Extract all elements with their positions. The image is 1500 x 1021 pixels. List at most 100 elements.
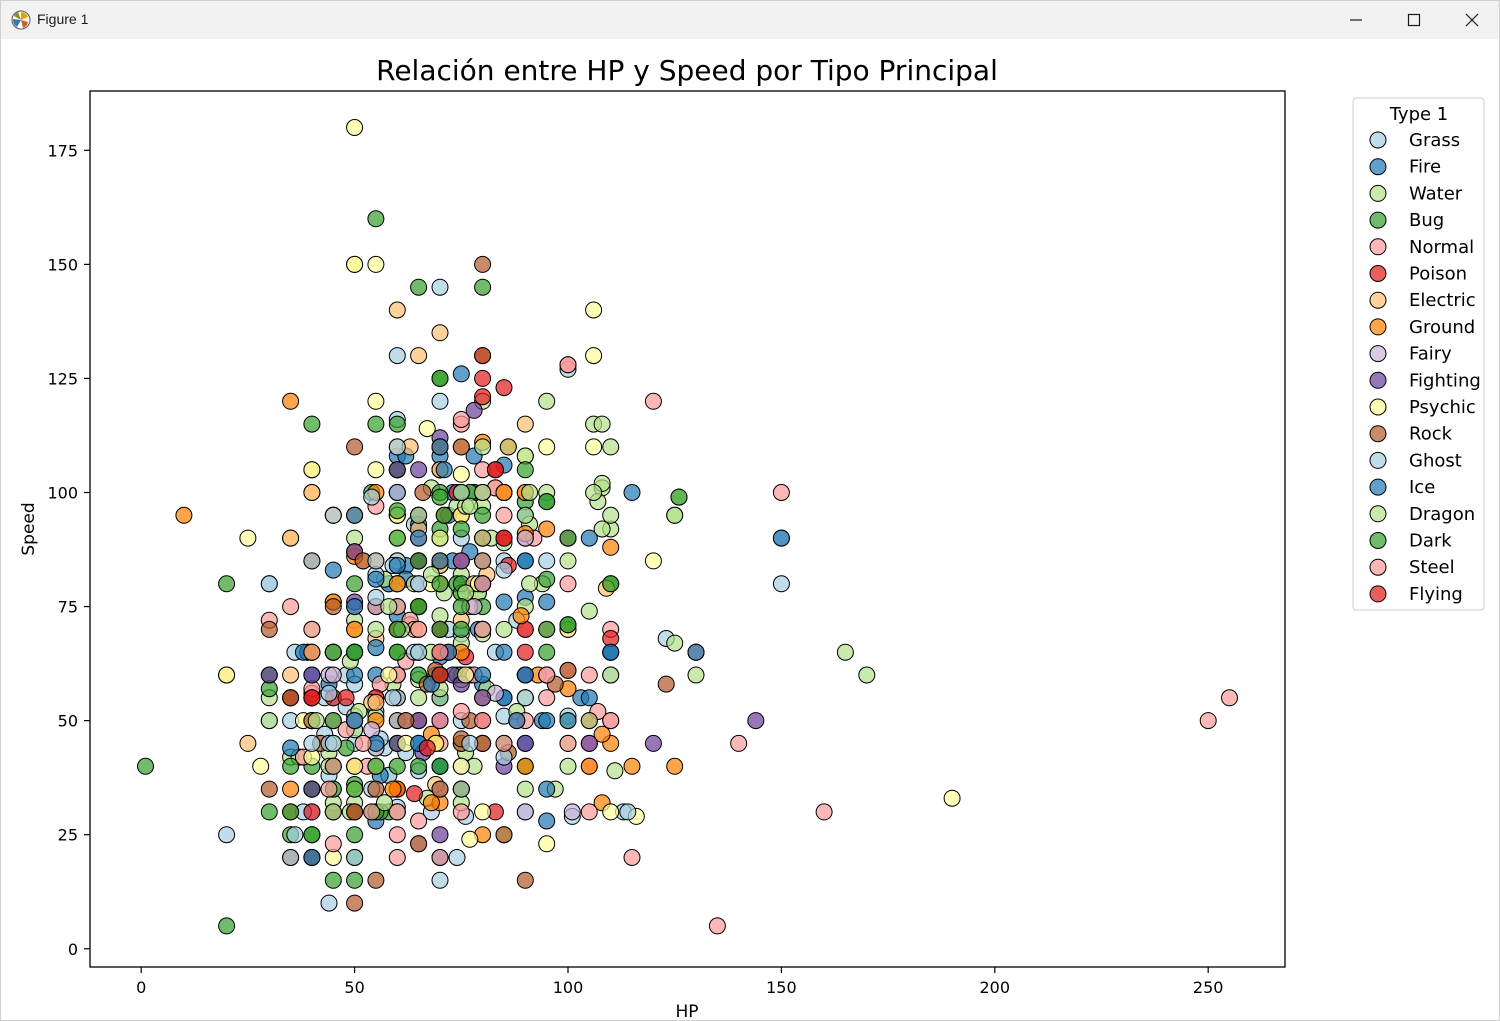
data-point [516,689,534,707]
legend-title: Type 1 [1389,104,1449,125]
data-point [452,411,470,428]
data-point [431,324,449,342]
data-point [397,712,415,730]
legend-item-poison: Poison [1369,264,1467,285]
data-point [431,871,449,889]
data-point [580,529,598,547]
data-point [303,620,321,638]
data-point [516,415,534,433]
minimize-button[interactable] [1327,1,1385,39]
data-point [367,552,385,570]
data-point [452,465,470,483]
legend-label: Poison [1409,264,1467,285]
legend-label: Water [1409,183,1463,204]
data-point [388,557,406,574]
series-ground [175,392,684,844]
data-point [431,575,449,593]
data-point [516,643,534,661]
legend-marker [1369,371,1387,389]
data-point [858,666,876,684]
maximize-icon [1407,13,1421,27]
data-point [260,803,278,821]
data-point [580,712,598,730]
data-point [452,620,470,638]
data-point [388,643,406,661]
data-point [282,849,300,866]
data-point [324,734,342,752]
data-point [516,871,534,889]
data-point [337,689,355,707]
data-point [282,529,300,547]
data-point [516,780,534,798]
data-point [474,438,492,456]
data-point [474,255,492,273]
data-point [388,461,406,479]
data-point [410,347,428,365]
data-point [388,575,406,593]
legend-item-fire: Fire [1369,157,1441,178]
close-icon [1465,13,1479,27]
data-point [388,484,406,501]
data-point [346,894,364,912]
data-point [508,712,526,730]
data-point [363,803,381,821]
window-titlebar[interactable]: Figure 1 [1,1,1499,39]
data-point [495,529,513,547]
maximize-button[interactable] [1385,1,1443,39]
data-point [538,392,556,410]
data-point [1221,689,1238,707]
legend-item-psychic: Psychic [1369,397,1476,418]
series-flying [418,379,513,757]
data-point [474,803,492,821]
data-point [580,689,598,707]
data-point [388,438,406,456]
data-point [461,497,479,515]
data-point [431,552,449,570]
data-point [521,484,539,501]
data-point [286,826,304,844]
legend-marker [1369,558,1387,576]
data-point [448,849,466,866]
legend-marker [1369,451,1387,469]
data-point [474,529,492,547]
data-point [367,210,385,228]
data-point [324,712,342,730]
data-point [461,734,479,752]
data-point [418,739,436,757]
data-point [324,506,342,524]
data-point [367,871,385,889]
data-point [619,803,637,821]
y-tick-label: 50 [58,712,78,731]
data-point [346,803,364,821]
data-point [388,301,406,319]
data-point [388,849,406,866]
data-point [538,493,556,511]
data-point [593,520,611,538]
data-point [538,712,556,730]
data-point [367,255,385,273]
x-tick-label: 200 [980,978,1011,997]
data-point [324,643,342,661]
data-point [388,803,406,821]
data-point [388,347,406,365]
data-point [376,794,393,812]
data-point [307,712,325,730]
data-point [474,347,492,365]
data-point [580,803,598,821]
data-point [320,894,338,912]
legend-item-ice: Ice [1369,477,1435,498]
data-point [772,575,790,593]
data-point [388,757,406,775]
data-point [943,789,961,807]
data-point [474,278,492,296]
data-point [708,917,726,935]
data-point [282,598,300,616]
data-point [516,552,534,570]
legend-items: Grass Fire Water Bug Normal Poison Electric Gro… [1369,130,1481,605]
data-point [324,757,342,775]
data-point [538,438,556,456]
data-point [474,388,492,406]
legend-marker [1369,345,1387,363]
close-button[interactable] [1443,1,1500,39]
data-point [516,734,534,752]
